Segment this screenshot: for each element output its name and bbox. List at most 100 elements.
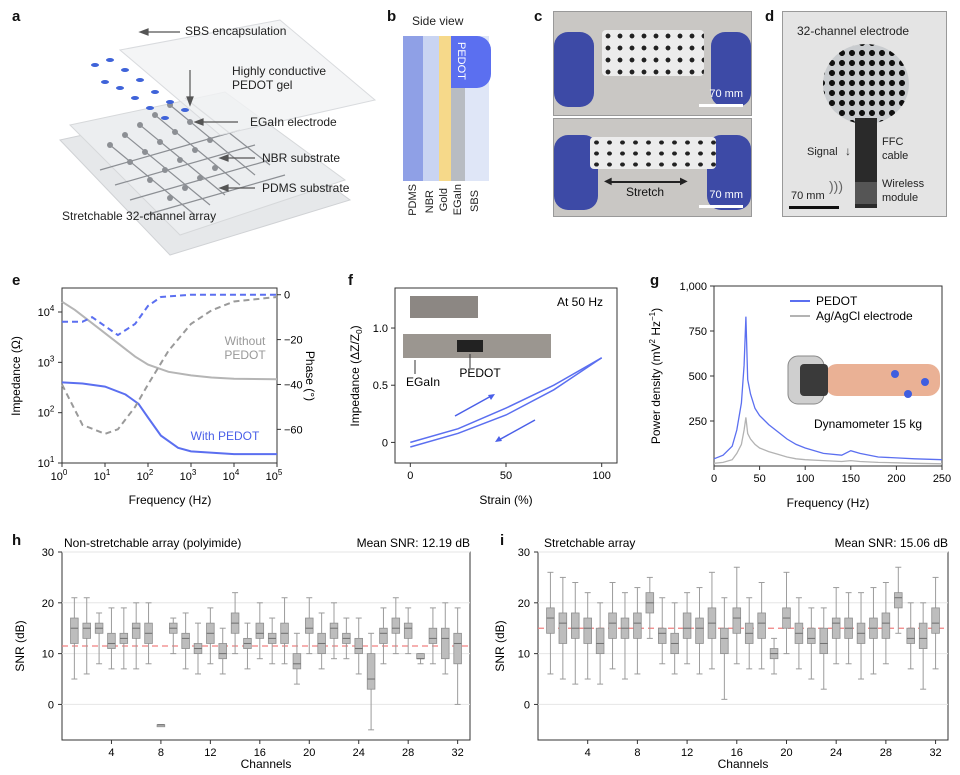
chart-i-xtick-label: 4 (585, 747, 591, 759)
pedot-cap-label: PEDOT (455, 42, 467, 80)
chart-i-box (918, 602, 928, 690)
chart-f-line-loading (410, 357, 603, 444)
chart-e-xlabel: Frequency (Hz) (129, 493, 212, 507)
label-caption-array: Stretchable 32-channel array (62, 209, 217, 223)
chart-g-line-0 (713, 316, 943, 461)
box-iqr (441, 627, 450, 660)
label-egain-electrode: EGaIn electrode (250, 115, 337, 129)
chart-h-box (292, 632, 302, 685)
chart-i-box (881, 581, 891, 665)
chart-i-box (819, 607, 829, 690)
ffc-label: FFC (882, 136, 904, 148)
chart-h-title: Non-stretchable array (polyimide) (64, 536, 241, 550)
box-iqr (379, 627, 388, 644)
legend-pedot-label: PEDOT (816, 294, 858, 308)
chart-i-box (695, 587, 704, 675)
chart-e-xtick-label: 105 (266, 468, 283, 483)
chart-i-xtick-label: 24 (830, 747, 842, 759)
box-iqr (571, 612, 580, 639)
photo-32-channel-electrode: 32-channel electrode ))) Signal ↓ FFC ca… (782, 11, 947, 217)
chart-h-box (243, 622, 252, 670)
chart-h-xtick-label: 32 (452, 747, 464, 759)
inset-label-egain: EGaIn (406, 375, 440, 389)
label-nbr-substrate: NBR substrate (262, 151, 341, 165)
box-iqr (305, 617, 314, 634)
chart-h-xtick-label: 4 (108, 747, 114, 759)
layer-label-gold: Gold (438, 188, 450, 212)
panel-label-d: d (765, 8, 775, 25)
chart-h-box (366, 632, 376, 731)
signal-label: Signal (807, 146, 838, 158)
box-iqr (657, 627, 667, 644)
chart-h-box (441, 602, 450, 675)
chart-e-frame (61, 287, 278, 464)
chart-h-xtick-label: 24 (353, 747, 365, 759)
chart-h-xticks: 4 8 12 16 20 24 28 32 (108, 740, 464, 759)
box-iqr (894, 592, 903, 609)
panel-label-c: c (534, 8, 543, 25)
layer-bar-pdms (403, 36, 423, 181)
chart-g-xlabel: Frequency (Hz) (787, 496, 870, 510)
chart-h-box (267, 617, 277, 665)
chart-e-line-2 (61, 296, 278, 435)
chart-i-xtick-label: 8 (634, 747, 640, 759)
scale-bar-c-bottom (699, 205, 743, 208)
chart-e-xtick-exp: 2 (149, 468, 154, 477)
stretch-arrow-line (610, 181, 682, 183)
chart-h: Non-stretchable array (polyimide) Mean S… (13, 536, 471, 771)
panel-a-schematic (59, 19, 377, 256)
chart-f-xtick-label: 0 (407, 470, 413, 482)
chart-h-box (119, 607, 129, 670)
chart-g-line-1 (713, 417, 943, 465)
wireless-module-block (855, 182, 877, 204)
layer-label-pdms: PDMS (407, 184, 419, 216)
loading-arrow-icon (454, 394, 494, 417)
chart-e-ytick-label: 103 (38, 354, 55, 369)
chart-h-box (131, 602, 141, 670)
chart-h-box (305, 597, 314, 655)
chart-e-line-0 (61, 300, 278, 381)
label-pedot-line2: PEDOT gel (232, 78, 293, 92)
panel-label-h: h (12, 532, 22, 549)
photo-array-relaxed: 70 mm (553, 11, 752, 116)
label-without-line1: Without (225, 334, 266, 348)
chart-i-box (856, 592, 866, 680)
chart-i-box (831, 587, 841, 665)
chart-e-y2tick-label: 0 (284, 290, 290, 302)
chart-h-box (206, 607, 215, 665)
scale-bar-d (789, 206, 839, 209)
chart-i-xlabel: Channels (718, 757, 769, 771)
scale-bar-c-top (699, 104, 743, 107)
forearm-shape (825, 364, 940, 396)
chart-g-xtick-label: 200 (887, 473, 905, 485)
chart-g-ytick-label: 750 (689, 326, 707, 338)
chart-e-ylabel: Impedance (Ω) (9, 336, 23, 416)
chart-i-xticks: 4 8 12 16 20 24 28 32 (585, 740, 942, 759)
chart-i-box (595, 602, 605, 685)
label-without-line2: PEDOT (224, 348, 266, 362)
chart-h-box (453, 607, 462, 705)
legend-agcl-label: Ag/AgCl electrode (816, 309, 913, 323)
chart-i-box (894, 566, 903, 634)
box-iqr (558, 612, 568, 644)
chart-i-box (906, 602, 915, 670)
chart-e-y2tick-label: −40 (284, 379, 303, 391)
stretch-arrow-right-icon: ▶ (680, 176, 688, 187)
box-iqr (732, 607, 742, 634)
box-iqr (608, 612, 617, 639)
chart-i-box (707, 571, 717, 670)
box-iqr (583, 617, 592, 644)
panel-label-e: e (12, 272, 21, 289)
chart-e-xtick-exp: 3 (192, 468, 197, 477)
chart-h-xtick-label: 8 (158, 747, 164, 759)
box-iqr (354, 637, 363, 655)
panel-a-arrows (138, 28, 255, 192)
chart-g-yticks: 250 500 750 1,000 (679, 281, 714, 428)
chart-i-grid (538, 551, 948, 705)
chart-h-box (218, 627, 227, 675)
box-iqr (757, 612, 766, 639)
panel-label-i: i (500, 532, 505, 549)
chart-h-box (169, 617, 178, 655)
layer-label-nbr: NBR (424, 190, 436, 214)
chart-h-box (342, 617, 351, 660)
